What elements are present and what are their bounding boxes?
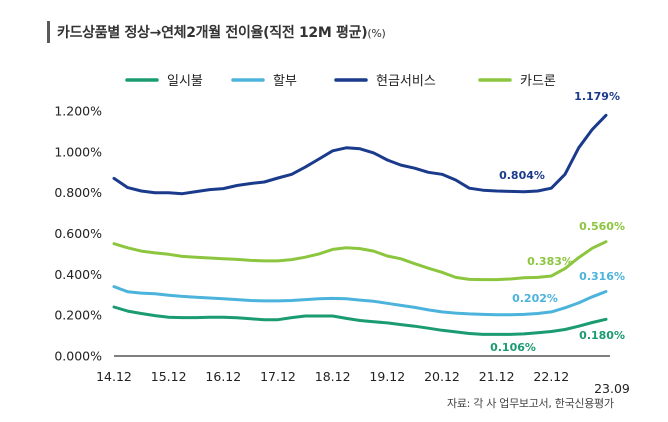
data-labels: 1.179% 0.804% 0.560% 0.383% 0.316% 0.202% 0.18… (490, 90, 625, 354)
x-tick-label: 21.12 (479, 369, 515, 384)
title-accent-bar (47, 21, 50, 43)
legend-label: 현금서비스 (376, 74, 436, 89)
data-label: 0.316% (579, 270, 625, 283)
data-label: 0.560% (579, 220, 625, 233)
data-label: 0.180% (579, 329, 625, 342)
legend-label: 카드론 (520, 74, 556, 89)
y-tick-label: 1.000% (54, 144, 102, 159)
legend-label: 일시불 (167, 74, 203, 89)
data-label: 0.106% (490, 341, 536, 354)
axis-layer: 0.000% 0.200% 0.400% 0.600% 0.800% 1.000% 1.20… (54, 104, 630, 397)
source-note: 자료: 각 사 업무보고서, 한국신용평가 (447, 397, 614, 410)
data-label: 0.202% (512, 292, 558, 305)
series-line-3 (112, 240, 608, 282)
x-tick-label: 14.12 (96, 369, 132, 384)
chart-title: 카드상품별 정상→연체2개월 전이율(직전 12M 평균)(%) (57, 22, 386, 42)
y-tick-label: 0.000% (54, 349, 102, 364)
y-tick-label: 1.200% (54, 104, 102, 119)
x-tick-label: 15.12 (151, 369, 187, 384)
series-layer (112, 113, 608, 336)
y-tick-label: 0.400% (54, 267, 102, 282)
x-tick-label: 19.12 (369, 369, 405, 384)
x-tick-label: 17.12 (260, 369, 296, 384)
series-line-0 (112, 305, 608, 336)
series-line-2 (112, 113, 608, 196)
data-label: 1.179% (574, 90, 620, 103)
x-tick-label: 20.12 (424, 369, 460, 384)
x-tick-label: 22.12 (533, 369, 569, 384)
x-tick-label: 18.12 (315, 369, 351, 384)
data-label: 0.383% (527, 255, 573, 268)
data-label: 0.804% (499, 169, 545, 182)
chart-title-text: 카드상품별 정상→연체2개월 전이율(직전 12M 평균) (57, 25, 368, 41)
series-line-1 (112, 285, 608, 317)
x-tick-label: 23.09 (594, 381, 630, 396)
y-tick-label: 0.200% (54, 308, 102, 323)
y-tick-label: 0.600% (54, 226, 102, 241)
legend: 일시불 할부 현금서비스 카드론 (125, 74, 556, 89)
y-tick-label: 0.800% (54, 185, 102, 200)
chart-title-unit: (%) (367, 27, 386, 40)
x-tick-label: 16.12 (205, 369, 241, 384)
legend-label: 할부 (273, 74, 297, 89)
